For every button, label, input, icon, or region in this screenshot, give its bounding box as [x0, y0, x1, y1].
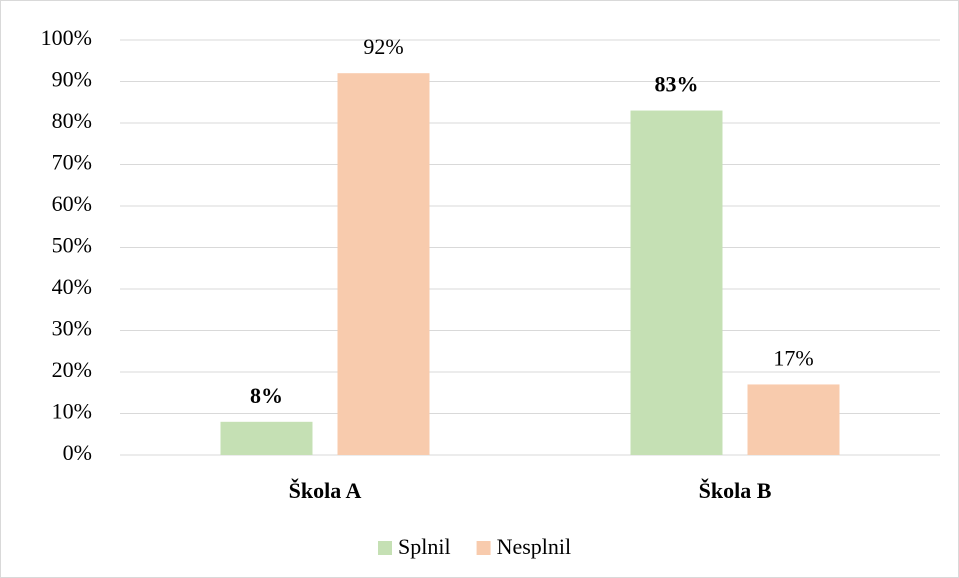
- legend-swatch: [476, 541, 491, 555]
- legend-label: Nesplnil: [497, 534, 572, 559]
- bar: [747, 384, 840, 455]
- y-tick-label: 70%: [52, 150, 92, 175]
- y-tick-label: 60%: [52, 191, 92, 216]
- y-tick-label: 40%: [52, 274, 92, 299]
- y-tick-label: 10%: [52, 399, 92, 424]
- data-label: 8%: [250, 383, 283, 408]
- data-label: 83%: [655, 72, 699, 97]
- y-tick-label: 100%: [41, 25, 92, 50]
- y-tick-label: 80%: [52, 108, 92, 133]
- bar: [337, 73, 430, 455]
- legend-label: Splnil: [398, 534, 451, 559]
- bar: [630, 110, 723, 456]
- y-tick-label: 30%: [52, 316, 92, 341]
- bar: [220, 421, 313, 455]
- x-tick-label: Škola B: [699, 478, 772, 503]
- data-label: 92%: [363, 34, 403, 59]
- x-tick-label: Škola A: [289, 478, 362, 503]
- legend-swatch: [378, 541, 392, 555]
- y-tick-label: 90%: [52, 67, 92, 92]
- data-label: 17%: [773, 345, 813, 370]
- y-tick-label: 0%: [63, 440, 92, 465]
- y-tick-label: 20%: [52, 357, 92, 382]
- y-tick-label: 50%: [52, 233, 92, 258]
